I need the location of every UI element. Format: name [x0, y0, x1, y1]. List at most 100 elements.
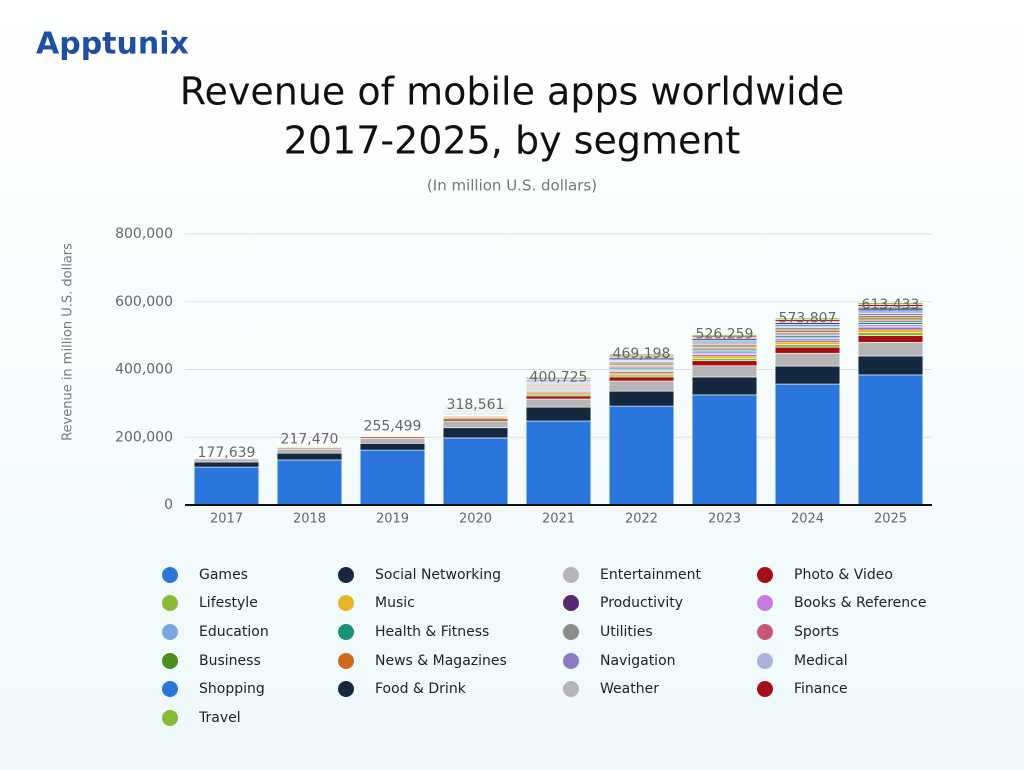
bar-segment: [359, 443, 426, 451]
bar-segment: [608, 376, 675, 382]
chart-title: 2017-2025, by segment: [284, 119, 741, 163]
legend-marker: [162, 567, 178, 583]
bar-segment: [276, 448, 343, 454]
bar-segment: [608, 390, 675, 407]
legend-marker: [563, 624, 579, 640]
legend-label: Productivity: [600, 595, 683, 611]
legend-label: Utilities: [600, 624, 653, 640]
total-label: 469,198: [613, 346, 671, 362]
legend-marker: [757, 595, 773, 611]
bar-segment: [774, 383, 841, 506]
bar-segment: [276, 459, 343, 506]
chart-subtitle: (In million U.S. dollars): [427, 177, 597, 195]
bar-segment: [525, 395, 592, 400]
legend-label: Photo & Video: [794, 567, 893, 583]
y-tick-label: 200,000: [115, 429, 173, 445]
x-tick-label: 2023: [708, 512, 741, 527]
legend-label: Games: [199, 567, 248, 583]
legend-marker: [162, 710, 178, 726]
bar-segment: [442, 405, 509, 407]
total-label: 217,470: [281, 431, 339, 447]
bar-segment: [193, 466, 260, 506]
bar-segment: [442, 420, 509, 429]
bar-segment: [193, 461, 260, 468]
x-tick-label: 2024: [791, 512, 824, 527]
legend-marker: [162, 624, 178, 640]
bar-segment: [608, 405, 675, 506]
bar-segment: [691, 365, 758, 378]
y-axis-label: Revenue in million U.S. dollars: [61, 243, 76, 441]
bar-segment: [857, 374, 924, 506]
total-label: 400,725: [530, 369, 588, 385]
brand-logo: Apptunix: [36, 27, 189, 62]
y-tick-label: 400,000: [115, 362, 173, 378]
x-tick-label: 2018: [293, 512, 326, 527]
x-tick-label: 2017: [210, 512, 243, 527]
bar-segment: [857, 329, 924, 333]
legend-label: Lifestyle: [199, 595, 258, 611]
bar-segment: [276, 452, 343, 461]
legend-label: Medical: [794, 653, 848, 669]
bar-segment: [525, 420, 592, 506]
legend-label: Navigation: [600, 653, 676, 669]
legend-marker: [757, 653, 773, 669]
legend-label: Music: [375, 595, 415, 611]
legend-label: Education: [199, 624, 269, 640]
legend-label: Sports: [794, 624, 839, 640]
bar-segment: [608, 372, 675, 376]
y-tick-label: 800,000: [115, 226, 173, 242]
legend-label: Weather: [600, 681, 659, 697]
total-label: 526,259: [696, 327, 754, 343]
legend-marker: [757, 681, 773, 697]
bar-segment: [276, 438, 343, 440]
legend-marker: [563, 567, 579, 583]
legend-marker: [338, 624, 354, 640]
x-tick-label: 2019: [376, 512, 409, 527]
total-label: 613,433: [862, 297, 920, 313]
bar-segment: [442, 418, 509, 422]
total-label: 255,499: [364, 418, 422, 434]
bar-segment: [774, 317, 841, 320]
legend-label: Food & Drink: [375, 681, 467, 697]
legend-marker: [162, 681, 178, 697]
bar-segment: [857, 335, 924, 343]
bar-segment: [774, 344, 841, 348]
bar-segment: [525, 376, 592, 379]
bar-segment: [608, 380, 675, 392]
legend-marker: [757, 624, 773, 640]
bar-segment: [359, 449, 426, 506]
legend-label: News & Magazines: [375, 653, 507, 669]
bar-segment: [691, 360, 758, 367]
bar-segment: [525, 406, 592, 422]
legend-marker: [338, 681, 354, 697]
legend-label: Business: [199, 653, 261, 669]
legend-label: Shopping: [199, 681, 265, 697]
bar-segment: [691, 376, 758, 396]
bar-segment: [857, 355, 924, 376]
y-tick-label: 600,000: [115, 294, 173, 310]
legend-marker: [338, 653, 354, 669]
legend-label: Entertainment: [600, 567, 702, 583]
bar-segment: [691, 358, 758, 361]
total-label: 177,639: [198, 445, 256, 461]
x-tick-label: 2021: [542, 512, 575, 527]
bar-segment: [857, 342, 924, 357]
legend-marker: [162, 653, 178, 669]
bar-segment: [857, 302, 924, 305]
bar-segment: [774, 365, 841, 385]
legend-marker: [563, 653, 579, 669]
bar-segment: [525, 398, 592, 408]
legend-marker: [338, 595, 354, 611]
legend-marker: [757, 567, 773, 583]
legend-label: Health & Fitness: [375, 624, 489, 640]
legend-marker: [563, 681, 579, 697]
bar-segment: [442, 437, 509, 506]
legend-label: Books & Reference: [794, 595, 926, 611]
bar-segment: [857, 332, 924, 336]
x-tick-label: 2022: [625, 512, 658, 527]
chart-title: Revenue of mobile apps worldwide: [180, 70, 844, 114]
legend-label: Social Networking: [375, 567, 501, 583]
legend-label: Travel: [198, 710, 241, 726]
y-tick-label: 0: [164, 497, 173, 513]
